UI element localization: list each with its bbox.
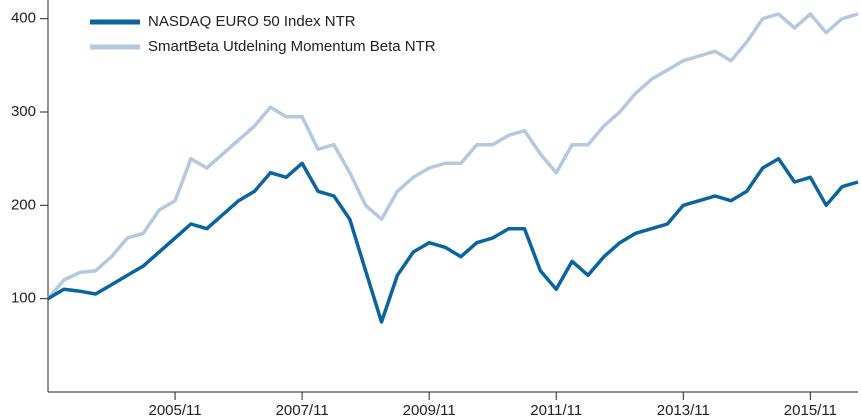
y-tick-label: 400 (11, 10, 36, 27)
series-line (47, 156, 859, 324)
x-tick-label: 2005/11 (149, 402, 202, 417)
x-tick-label: 2013/11 (657, 402, 710, 417)
y-tick-label: 200 (11, 196, 36, 213)
x-tick-label: 2009/11 (403, 402, 456, 417)
legend-label: SmartBeta Utdelning Momentum Beta NTR (148, 38, 436, 55)
x-tick-label: 2011/11 (530, 402, 582, 417)
y-tick-label: 100 (11, 290, 36, 307)
series-line (46, 12, 859, 300)
x-tick-label: 2007/11 (276, 402, 329, 417)
legend-label: NASDAQ EURO 50 Index NTR (148, 13, 356, 30)
y-tick-label: 300 (11, 103, 36, 120)
x-tick-label: 2015/11 (784, 402, 837, 417)
